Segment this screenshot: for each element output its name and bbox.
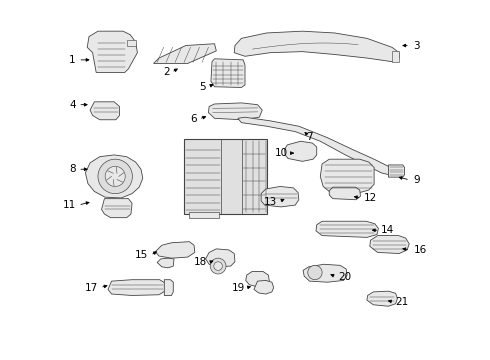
Text: 1: 1 [69,55,76,65]
Polygon shape [370,235,409,253]
Text: 4: 4 [69,100,76,110]
Text: 8: 8 [69,164,76,174]
Polygon shape [234,31,399,62]
Polygon shape [320,159,374,193]
Polygon shape [101,199,132,218]
Polygon shape [261,186,299,207]
Polygon shape [87,31,137,72]
Text: 7: 7 [306,132,313,142]
Polygon shape [389,165,405,177]
Polygon shape [367,291,397,306]
Polygon shape [155,242,195,258]
Polygon shape [164,280,173,296]
Polygon shape [90,102,120,120]
Circle shape [98,159,132,194]
Circle shape [214,262,222,270]
Polygon shape [205,249,235,267]
Text: 19: 19 [232,283,245,293]
Circle shape [105,166,125,186]
Text: 6: 6 [190,114,196,124]
Polygon shape [316,221,378,237]
Polygon shape [238,117,399,176]
Polygon shape [303,264,347,282]
Text: 20: 20 [338,272,351,282]
Circle shape [308,265,322,280]
Text: 14: 14 [381,225,394,235]
Circle shape [210,258,226,274]
Polygon shape [85,155,143,198]
Polygon shape [245,271,270,287]
Polygon shape [126,40,136,45]
Text: 9: 9 [414,175,420,185]
Polygon shape [184,139,267,214]
Polygon shape [153,44,216,63]
Polygon shape [157,258,174,268]
Text: 17: 17 [85,283,98,293]
Polygon shape [108,280,166,296]
Polygon shape [190,212,219,218]
Text: 3: 3 [414,41,420,50]
Text: 12: 12 [364,193,377,203]
Text: 13: 13 [264,197,277,207]
Polygon shape [211,59,245,87]
Text: 10: 10 [275,148,288,158]
Text: 18: 18 [194,257,207,267]
Polygon shape [392,51,399,62]
Text: 2: 2 [163,67,170,77]
Polygon shape [208,103,262,120]
Polygon shape [285,141,317,161]
Polygon shape [329,187,361,200]
Text: 15: 15 [135,250,148,260]
Polygon shape [254,280,274,294]
Text: 21: 21 [395,297,409,307]
Text: 5: 5 [199,82,205,92]
Text: 16: 16 [414,245,427,255]
Text: 11: 11 [63,200,76,210]
